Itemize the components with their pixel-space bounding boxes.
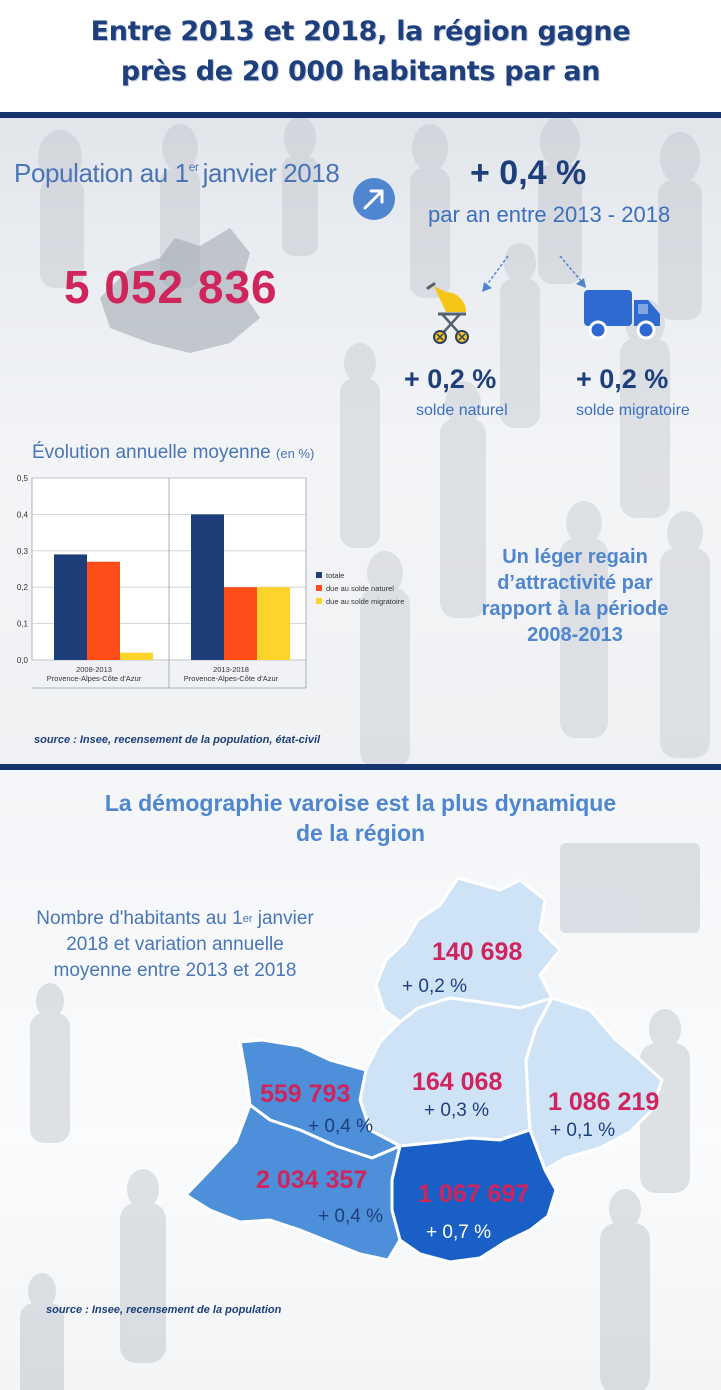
- map-section: La démographie varoise est la plus dynam…: [0, 770, 721, 1390]
- chart-bar: [257, 587, 290, 660]
- department-west-north-population: 559 793: [260, 1080, 350, 1108]
- bar-chart: 0,00,10,20,30,40,52008-2013Provence-Alpe…: [17, 474, 404, 689]
- chart-x-tick: 2013-2018: [213, 665, 249, 674]
- chart-y-tick: 0,4: [17, 510, 29, 519]
- chart-bar: [54, 554, 87, 660]
- map-caption-line-2: 2018 et variation annuelle: [66, 934, 284, 955]
- solde-naturel-label: solde naturel: [416, 402, 508, 419]
- chart-x-tick: Provence-Alpes-Côte d'Azur: [47, 674, 142, 683]
- department-west-south: [184, 1103, 402, 1262]
- chart-x-tick: 2008-2013: [76, 665, 112, 674]
- chart-y-tick: 0,2: [17, 583, 29, 592]
- chart-legend-swatch: [316, 572, 322, 578]
- solde-naturel-value: + 0,2 %: [404, 364, 497, 394]
- map-caption: Nombre d'habitants au 1er janvier 2018 e…: [30, 906, 320, 984]
- section2-title-line-2: de la région: [295, 820, 426, 846]
- department-north-population: 140 698: [432, 938, 522, 966]
- chart-y-tick: 0,3: [17, 547, 29, 556]
- chart-bar: [87, 561, 120, 660]
- chart-y-tick: 0,5: [17, 474, 29, 483]
- chart-y-tick: 0,0: [17, 656, 29, 665]
- department-east: [524, 996, 664, 1172]
- chart-legend-label: due au solde migratoire: [326, 597, 404, 606]
- section2-title: La démographie varoise est la plus dynam…: [0, 788, 721, 848]
- population-section: Population au 1er janvier 2018 + 0,4 % pa…: [0, 118, 721, 764]
- chart-title-text: Évolution annuelle moyenne: [32, 442, 271, 463]
- population-title: Population au 1er janvier 2018: [14, 158, 340, 189]
- chart-title-unit: (en %): [276, 446, 315, 461]
- map-caption-suffix: janvier: [257, 908, 314, 929]
- chart-legend-swatch: [316, 585, 322, 591]
- chart-legend-label: due au solde naturel: [326, 584, 394, 593]
- header: Entre 2013 et 2018, la région gagne près…: [0, 0, 721, 112]
- region-map: 140 698 + 0,2 % 164 068 + 0,3 % 1 086 21…: [184, 876, 664, 1264]
- truck-icon: [584, 290, 660, 340]
- chart-bar: [224, 587, 257, 660]
- map-caption-line-3: moyenne entre 2013 et 2018: [53, 960, 297, 981]
- headline-line-1: Entre 2013 et 2018, la région gagne: [90, 16, 631, 47]
- chart-title: Évolution annuelle moyenne (en %): [32, 442, 314, 464]
- headline-line-2: près de 20 000 habitants par an: [120, 56, 601, 87]
- section-divider: [0, 764, 721, 770]
- map-caption-prefix: Nombre d'habitants au 1: [36, 908, 243, 929]
- growth-period: par an entre 2013 - 2018: [428, 202, 671, 227]
- department-center-variation: + 0,3 %: [424, 1100, 489, 1121]
- regain-line-2: d’attractivité par: [497, 572, 653, 594]
- department-north-variation: + 0,2 %: [402, 976, 467, 997]
- department-east-population: 1 086 219: [548, 1088, 659, 1116]
- chart-legend-swatch: [316, 598, 322, 604]
- solde-migratoire-value: + 0,2 %: [576, 364, 669, 394]
- chart-y-tick: 0,1: [17, 620, 29, 629]
- regain-line-1: Un léger regain: [502, 546, 648, 568]
- crowd-background-2: [20, 843, 700, 1390]
- stroller-icon: [426, 282, 469, 344]
- population-title-suffix: janvier 2018: [202, 158, 340, 188]
- header-divider: [0, 112, 721, 118]
- growth-arrow-icon: [353, 178, 395, 220]
- chart-bar: [120, 652, 153, 660]
- department-west-north-variation: + 0,4 %: [308, 1116, 373, 1137]
- chart-legend-label: totale: [326, 571, 344, 580]
- split-arrows-icon: [482, 255, 586, 292]
- population-title-prefix: Population au 1: [14, 158, 189, 188]
- regain-text: Un léger regain d’attractivité par rappo…: [470, 544, 680, 648]
- map-caption-sup: er: [242, 913, 253, 925]
- department-south-east-population: 1 067 697: [418, 1180, 529, 1208]
- department-west-south-population: 2 034 357: [256, 1166, 367, 1194]
- department-south-east: [390, 1128, 558, 1264]
- department-west-south-variation: + 0,4 %: [318, 1206, 383, 1227]
- population-title-sup: er: [188, 160, 199, 174]
- regain-line-4: 2008-2013: [527, 624, 623, 646]
- department-south-east-variation: + 0,7 %: [426, 1222, 491, 1243]
- department-center-population: 164 068: [412, 1068, 502, 1096]
- chart-bar: [191, 514, 224, 660]
- solde-migratoire-label: solde migratoire: [576, 402, 690, 419]
- population-value: 5 052 836: [64, 261, 278, 313]
- department-east-variation: + 0,1 %: [550, 1120, 615, 1141]
- source-note-1: source : Insee, recensement de la popula…: [34, 734, 321, 746]
- source-note-2: source : Insee, recensement de la popula…: [46, 1304, 282, 1316]
- section2-title-line-1: La démographie varoise est la plus dynam…: [104, 790, 617, 816]
- chart-x-tick: Provence-Alpes-Côte d'Azur: [184, 674, 279, 683]
- regain-line-3: rapport à la période: [481, 598, 669, 620]
- growth-rate: + 0,4 %: [470, 154, 587, 192]
